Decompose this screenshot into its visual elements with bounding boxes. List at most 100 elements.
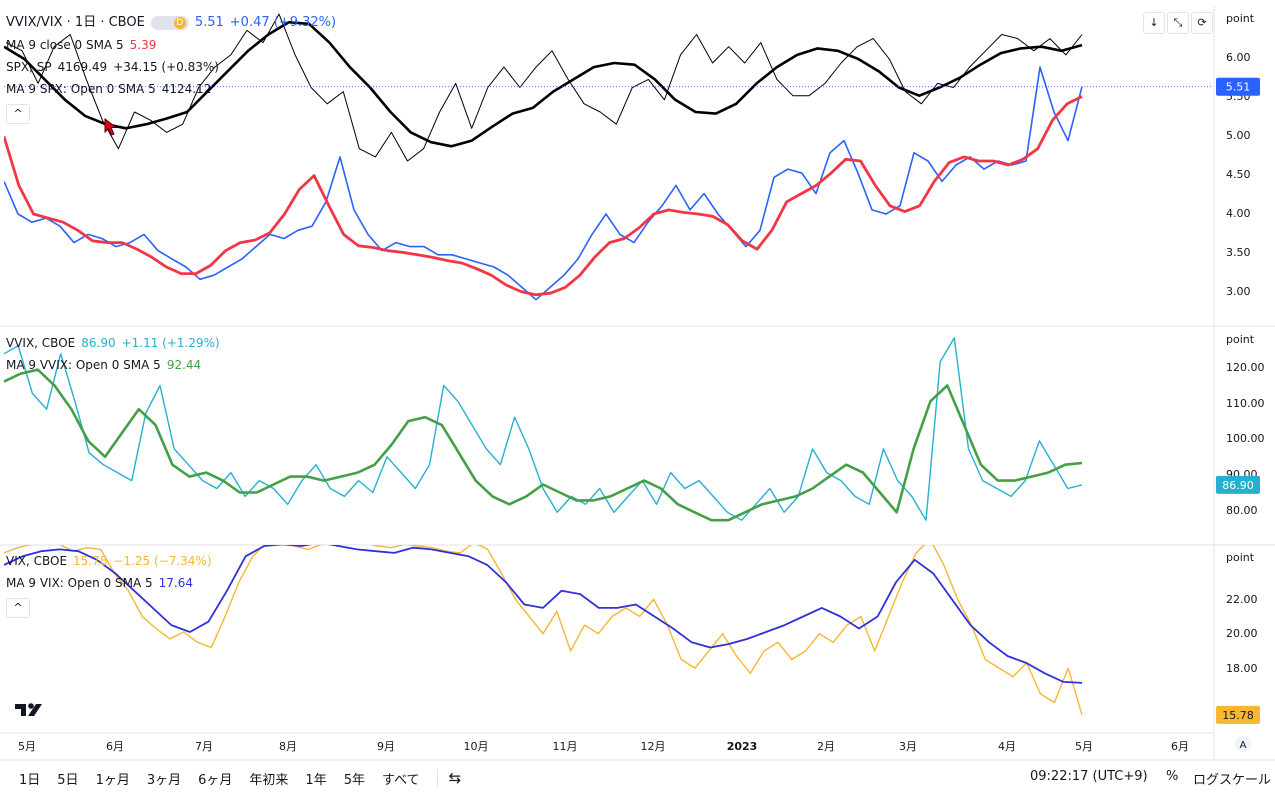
legend-ma-vix[interactable]: MA 9 VIX: Open 0 SMA 5 17.64 [6,572,212,594]
series-line[interactable] [4,95,1083,297]
vvix-change: +1.11 (+1.29%) [121,336,220,350]
spx-value: 4169.49 [57,60,108,74]
auto-scale-button[interactable] [1235,736,1251,752]
series-group [4,13,1083,301]
x-tick-label: 6月 [106,740,124,753]
vix-label: VIX, CBOE [6,554,68,568]
y-tick-label: 3.50 [1226,246,1251,259]
x-tick-label: 11月 [553,740,578,753]
x-tick-label: 12月 [641,740,666,753]
legend-ma-spx[interactable]: MA 9 SPX: Open 0 SMA 5 4124.12 [6,78,336,100]
spx-change: +34.15 (+0.83%) [113,60,219,74]
scale-unit-label: point [1226,551,1255,564]
y-tick-label: 20.00 [1226,627,1258,640]
last-value-badge[interactable] [1216,475,1260,494]
series-line[interactable] [5,13,1083,162]
vvix-value: 86.90 [81,336,116,350]
session-badge[interactable]: D [150,16,189,30]
y-tick-label: 18.00 [1226,662,1258,675]
series-line[interactable] [4,337,1083,521]
x-tick-label: 8月 [279,740,297,753]
legend-vvix-row[interactable]: VVIX, CBOE 86.90 +1.11 (+1.29%) [6,332,220,354]
move-pane-down-button[interactable]: ↓ [1143,12,1165,34]
y-tick-label: 4.50 [1226,168,1251,181]
ma-ratio-value: 5.39 [129,38,157,52]
x-tick-label: 2023 [727,740,758,753]
x-tick-label: 6月 [1171,740,1189,753]
y-tick-label: 22.00 [1226,593,1258,606]
y-tick-label: 5.00 [1226,129,1251,142]
tradingview-logo-icon [15,703,42,716]
daily-badge: D [173,17,186,29]
y-tick-label: 110.00 [1226,397,1265,410]
x-tick-label: 7月 [195,740,213,753]
legend-vix-row[interactable]: VIX, CBOE 15.78 −1.25 (−7.34%) [6,550,212,572]
legend-ratio: VVIX/VIX · 1日 · CBOE D 5.51 +0.47 (+9.32… [6,12,336,124]
range-ytd[interactable]: 年初来 [249,772,289,788]
y-tick-label: 3.00 [1226,285,1251,298]
legend-spx[interactable]: SPX, SP 4169.49 +34.15 (+0.83%) [6,56,336,78]
clock-timezone[interactable]: 09:22:17 (UTC+9) [1030,769,1148,784]
spx-label: SPX, SP [6,60,52,74]
series-line[interactable] [4,539,1083,716]
series-line[interactable] [4,20,1083,148]
compare-icon[interactable]: ⇆ [448,769,462,787]
range-5y[interactable]: 5年 [343,772,365,788]
ma-spx-label: MA 9 SPX: Open 0 SMA 5 [6,82,156,96]
percent-scale-toggle[interactable]: % [1166,769,1179,784]
legend-main-row[interactable]: VVIX/VIX · 1日 · CBOE D 5.51 +0.47 (+9.32… [6,12,336,34]
y-tick-label: 120.00 [1226,361,1265,374]
x-tick-label: 10月 [464,740,489,753]
range-3m[interactable]: 3ヶ月 [146,772,182,788]
ma-ratio-label: MA 9 close 0 SMA 5 [6,38,124,52]
scale-unit-label: point [1226,333,1255,346]
series-group [4,539,1083,716]
last-value-badge-text: 15.78 [1222,709,1254,722]
legend-ma-ratio[interactable]: MA 9 close 0 SMA 5 5.39 [6,34,336,56]
x-tick-label: 5月 [1075,740,1093,753]
main-price: 5.51 [194,15,224,30]
y-tick-label: 6.00 [1226,51,1251,64]
collapse-legend-button[interactable]: ^ [6,104,30,124]
log-scale-toggle[interactable]: ログスケール [1193,773,1272,788]
auto-scale-label: A [1240,740,1247,751]
series-line[interactable] [4,543,1083,684]
ma-vix-label: MA 9 VIX: Open 0 SMA 5 [6,576,153,590]
series-line[interactable] [4,368,1083,522]
legend-vvix: VVIX, CBOE 86.90 +1.11 (+1.29%) MA 9 VVI… [6,332,220,376]
range-1m[interactable]: 1ヶ月 [95,772,130,788]
vix-change: −1.25 (−7.34%) [113,554,212,568]
y-tick-label: 80.00 [1226,504,1258,517]
range-all[interactable]: すべて [381,772,420,788]
x-tick-label: 3月 [899,740,917,753]
range-1d[interactable]: 1日 [19,772,41,788]
last-value-badge[interactable] [1216,77,1260,96]
legend-vix: VIX, CBOE 15.78 −1.25 (−7.34%) MA 9 VIX:… [6,550,212,618]
legend-ma-vvix[interactable]: MA 9 VVIX: Open 0 SMA 5 92.44 [6,354,220,376]
range-6m[interactable]: 6ヶ月 [198,772,233,788]
reset-pane-button[interactable]: ⟳ [1191,12,1213,34]
vix-value: 15.78 [73,554,108,568]
bottom-toolbar: 1日 5日 1ヶ月 3ヶ月 6ヶ月 年初来 1年 5年 すべて ⇆ 09:22:… [0,762,1275,794]
last-value-badge-text: 86.90 [1222,479,1254,492]
pane-vix[interactable]: point 18.00 20.00 22.00 15.78 [4,539,1260,724]
range-5d[interactable]: 5日 [57,772,79,788]
last-value-badge-text: 5.51 [1226,81,1251,94]
mouse-pointer-icon [104,118,118,136]
collapse-legend-button-vix[interactable]: ^ [6,598,30,618]
y-tick-label: 4.00 [1226,207,1251,220]
last-value-badge[interactable] [1216,705,1260,724]
vvix-label: VVIX, CBOE [6,336,76,350]
time-axis[interactable]: 5月 6月 7月 8月 9月 10月 11月 12月 2023 2月 3月 4月 5月 6月 A [18,736,1251,753]
pane-controls: ↓ ⤡ ⟳ [1143,12,1213,34]
main-symbol-title: VVIX/VIX · 1日 · CBOE [6,15,145,30]
x-tick-label: 5月 [18,740,36,753]
toolbar-divider [436,769,438,787]
pane-separators [0,6,1275,761]
range-1y[interactable]: 1年 [305,772,327,788]
maximize-pane-button[interactable]: ⤡ [1167,12,1189,34]
scale-unit-label: point [1226,12,1255,25]
